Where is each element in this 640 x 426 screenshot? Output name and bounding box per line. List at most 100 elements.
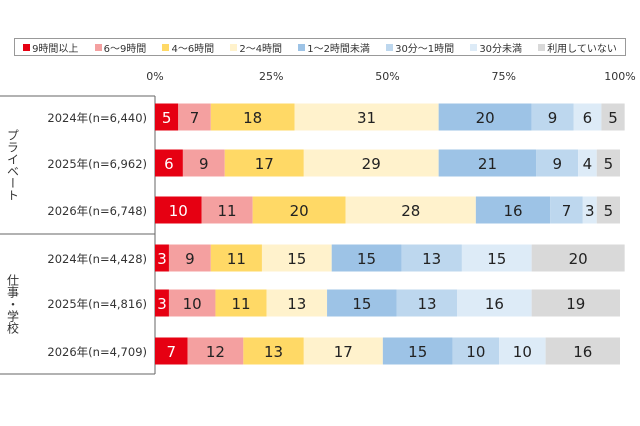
bar-value-label: 7 <box>167 343 177 361</box>
legend-label: 1～2時間未満 <box>307 43 370 55</box>
legend-item: 2～4時間 <box>230 40 282 55</box>
bar-value-label: 7 <box>190 109 200 127</box>
bar-segment <box>596 149 620 177</box>
bar-segment <box>573 103 602 131</box>
bar-segment <box>266 289 328 317</box>
bar-value-label: 31 <box>357 109 376 127</box>
bar-value-label: 10 <box>183 295 202 313</box>
bar-value-label: 5 <box>162 109 172 127</box>
bar-value-label: 28 <box>401 202 420 220</box>
bar-value-label: 9 <box>185 250 195 268</box>
bar-segment <box>210 244 262 272</box>
bar-value-label: 21 <box>478 155 497 173</box>
legend: 9時間以上 6～9時間 4～6時間 2～4時間 1～2時間未満 30分～1時間 30分未満 利… <box>14 38 626 56</box>
bar-segment <box>461 244 532 272</box>
bar-value-label: 4 <box>583 155 593 173</box>
bar-value-label: 15 <box>352 295 371 313</box>
bar-value-label: 12 <box>206 343 225 361</box>
bar-segment <box>401 244 462 272</box>
bar-value-label: 15 <box>408 343 427 361</box>
bar-segment <box>155 337 188 365</box>
legend-swatch <box>162 43 170 51</box>
bar-segment <box>550 196 583 224</box>
bar-value-label: 16 <box>573 343 592 361</box>
row-label: 2026年(n=4,709) <box>47 345 147 359</box>
legend-item: 30分未満 <box>470 40 522 55</box>
bar-value-label: 10 <box>513 343 532 361</box>
bar-segment <box>531 244 625 272</box>
bar-segment <box>294 103 439 131</box>
bar-segment <box>168 289 216 317</box>
bar-value-label: 16 <box>504 202 523 220</box>
bar-segment <box>531 103 574 131</box>
legend-swatch <box>538 43 546 51</box>
bar-value-label: 17 <box>334 343 353 361</box>
bar-value-label: 18 <box>243 109 262 127</box>
legend-swatch <box>23 43 31 51</box>
bar-segment <box>155 103 179 131</box>
bar-value-label: 11 <box>227 250 246 268</box>
bar-segment <box>155 196 202 224</box>
bar-value-label: 9 <box>199 155 209 173</box>
bar-value-label: 16 <box>485 295 504 313</box>
bar-segment <box>382 337 453 365</box>
bar-segment <box>168 244 211 272</box>
legend-swatch <box>230 43 238 51</box>
row-label: 2026年(n=6,748) <box>47 204 147 218</box>
bar-value-label: 29 <box>362 155 381 173</box>
bar-value-label: 5 <box>608 109 618 127</box>
bar-segment <box>155 244 169 272</box>
x-tick-label: 0% <box>146 70 163 83</box>
x-tick-label: 50% <box>375 70 399 83</box>
legend-item: 1～2時間未満 <box>298 40 370 55</box>
bar-segment <box>536 149 579 177</box>
legend-item: 4～6時間 <box>162 40 214 55</box>
bar-segment <box>327 289 397 317</box>
bar-value-label: 3 <box>157 295 167 313</box>
legend-label: 6～9時間 <box>103 43 147 55</box>
row-label: 2024年(n=6,440) <box>47 111 147 125</box>
bar-segment <box>601 103 625 131</box>
bar-value-label: 6 <box>583 109 593 127</box>
legend-label: 2～4時間 <box>239 43 283 55</box>
bar-segment <box>303 149 439 177</box>
bar-value-label: 20 <box>569 250 588 268</box>
bar-value-label: 7 <box>562 202 572 220</box>
bar-value-label: 19 <box>566 295 585 313</box>
bar-value-label: 17 <box>255 155 274 173</box>
bar-value-label: 13 <box>422 250 441 268</box>
bar-segment <box>457 289 532 317</box>
x-tick-label: 75% <box>492 70 516 83</box>
row-label: 2025年(n=4,816) <box>47 297 147 311</box>
legend-swatch <box>298 43 306 51</box>
bar-segment <box>345 196 476 224</box>
bar-segment <box>452 337 500 365</box>
bar-segment <box>531 289 620 317</box>
bar-value-label: 15 <box>357 250 376 268</box>
legend-item: 9時間以上 <box>23 40 78 55</box>
bar-segment <box>578 149 597 177</box>
bar-value-label: 15 <box>487 250 506 268</box>
bar-segment <box>187 337 244 365</box>
bar-segment <box>224 149 304 177</box>
legend-swatch <box>470 43 478 51</box>
group-label: プライベート <box>6 129 20 201</box>
x-tick-label: 100% <box>604 70 635 83</box>
bar-segment <box>303 337 383 365</box>
group-label: 仕事・学校 <box>6 274 20 334</box>
bar-value-label: 13 <box>264 343 283 361</box>
bar-segment <box>155 149 183 177</box>
bar-value-label: 3 <box>157 250 167 268</box>
bar-value-label: 13 <box>417 295 436 313</box>
legend-swatch <box>386 43 394 51</box>
legend-swatch <box>94 43 102 51</box>
bar-value-label: 9 <box>552 155 562 173</box>
bar-value-label: 6 <box>164 155 174 173</box>
bar-value-label: 5 <box>604 155 614 173</box>
bar-value-label: 11 <box>231 295 250 313</box>
bar-value-label: 5 <box>604 202 614 220</box>
legend-label: 利用していない <box>547 43 617 55</box>
legend-item: 6～9時間 <box>94 40 147 55</box>
bar-value-label: 20 <box>476 109 495 127</box>
